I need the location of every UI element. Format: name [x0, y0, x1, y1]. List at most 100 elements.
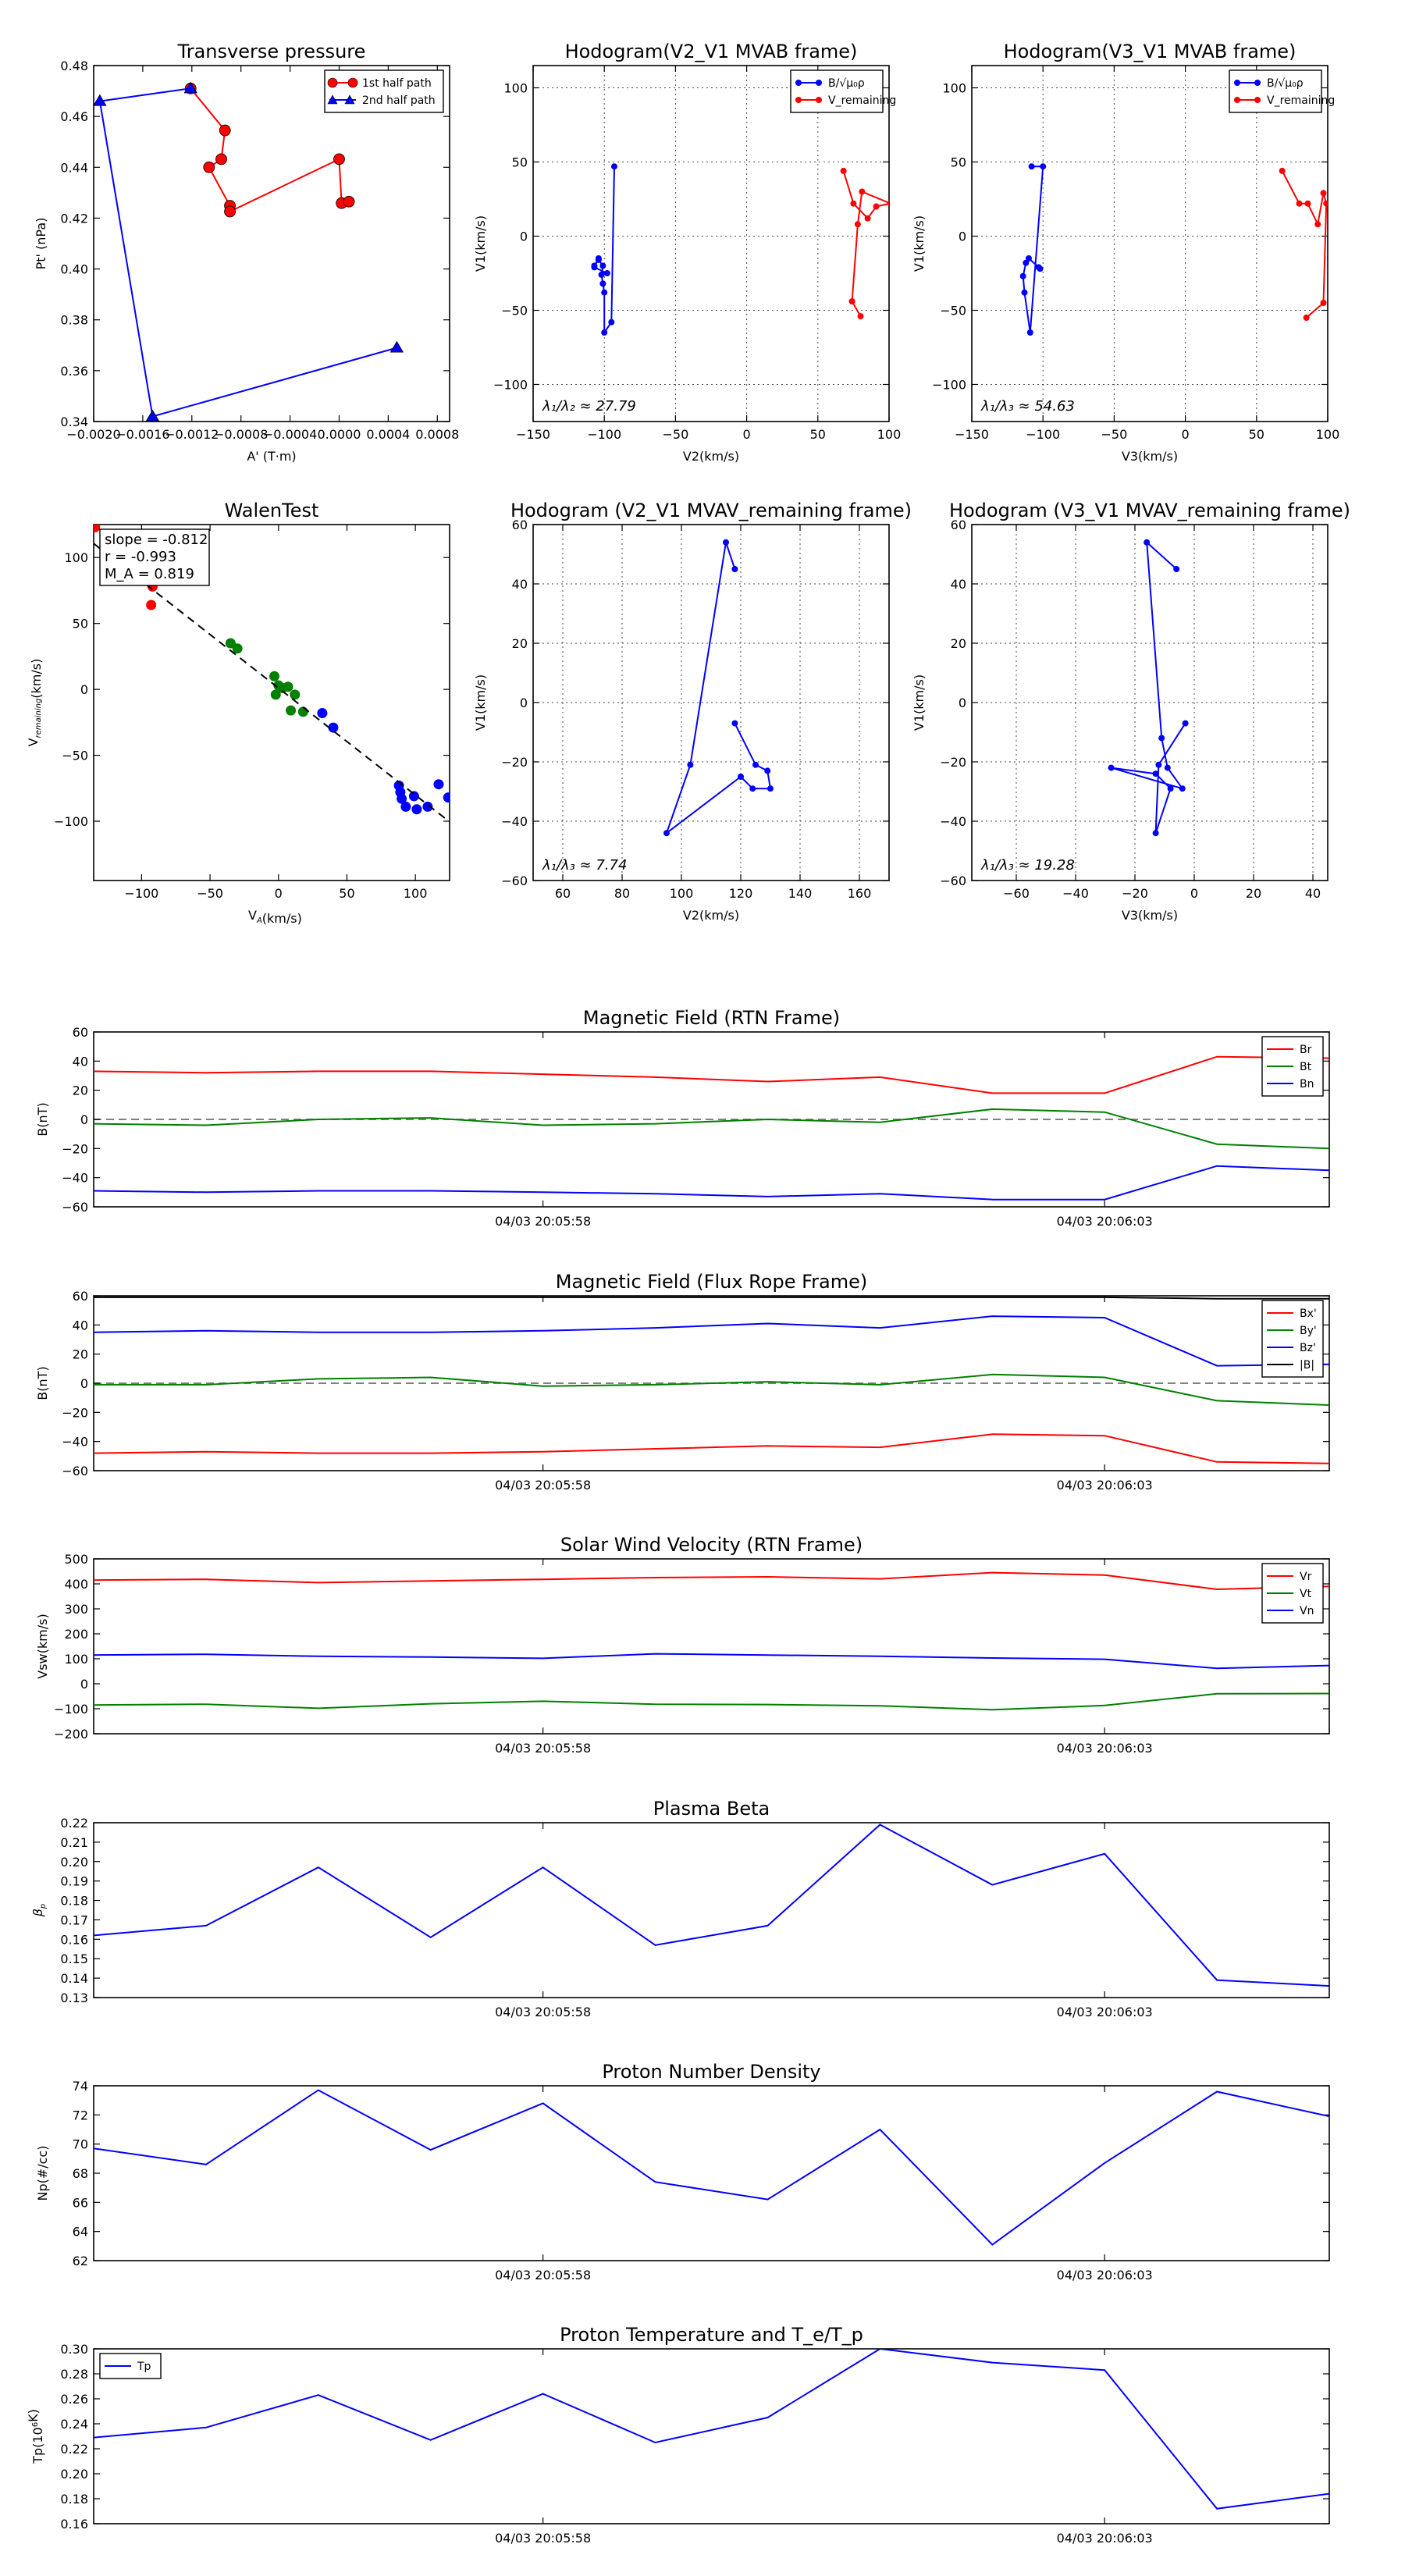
x-axis-label: A' (T·m) — [247, 449, 296, 464]
x-tick-label: 120 — [729, 886, 753, 901]
y-tick-label: 0.16 — [60, 1932, 88, 1947]
legend-label: Bz' — [1300, 1342, 1316, 1354]
y-tick-label: −50 — [62, 749, 88, 763]
plot-area — [1108, 539, 1189, 837]
y-tick-label: 0.13 — [60, 1991, 88, 2005]
data-point — [1314, 221, 1321, 228]
data-point — [848, 298, 855, 305]
time-tick-label: 04/03 20:06:03 — [1057, 2268, 1153, 2282]
x-axis-label: V3(km/s) — [1122, 908, 1178, 923]
data-point — [1179, 785, 1186, 792]
y-tick-label: 20 — [951, 636, 966, 651]
x-tick-label: −0.0004 — [263, 427, 317, 442]
series-line-tp — [94, 2349, 1329, 2510]
data-point — [290, 689, 301, 700]
data-point — [1155, 761, 1162, 768]
legend-marker — [816, 97, 822, 103]
series-line-bx- — [94, 1433, 1329, 1464]
data-point — [269, 671, 280, 681]
annotation-text: λ₁/λ₃ ≈ 7.74 — [542, 857, 627, 873]
solar-wind-velocity-chart: Solar Wind Velocity (RTN Frame) −200 −100 0… — [35, 1534, 1330, 1756]
x-tick-label: −60 — [1003, 886, 1030, 901]
y-tick-label: 0 — [520, 229, 528, 244]
x-tick-label: −40 — [1062, 886, 1089, 901]
x-tick-label: 0.0008 — [415, 427, 459, 442]
data-point — [389, 340, 404, 353]
data-point — [595, 255, 602, 262]
y-tick-label: 40 — [73, 1054, 88, 1069]
hodogram-v3-v1-mvab-chart: Hodogram(V3_V1 MVAB frame) −100 −50 0 50 100 −… — [912, 41, 1339, 464]
data-point — [1021, 289, 1028, 296]
axes-frame — [93, 65, 450, 422]
data-point — [328, 722, 339, 733]
y-tick-label: 0.46 — [60, 109, 88, 124]
x-tick-label: −20 — [1122, 886, 1148, 901]
data-point — [343, 195, 355, 208]
data-point — [764, 767, 771, 774]
x-tick-label: −50 — [663, 427, 689, 442]
y-tick-label: 100 — [942, 81, 966, 96]
legend-label: Bn — [1300, 1078, 1314, 1091]
proton-number-density-chart: Proton Number Density 62 64 66 68 70 72 74 04/03… — [35, 2061, 1330, 2282]
y-tick-label: 0 — [520, 696, 528, 710]
annotation-text: λ₁/λ₃ ≈ 19.28 — [980, 857, 1075, 873]
data-point — [286, 705, 297, 716]
x-tick-label: 0 — [1182, 427, 1190, 442]
data-point — [443, 792, 450, 803]
legend-box — [790, 69, 884, 113]
legend-label: 2nd half path — [362, 94, 436, 107]
x-tick-label: 100 — [670, 886, 694, 901]
x-tick-label: −50 — [1101, 427, 1128, 442]
legend-marker — [1234, 97, 1240, 103]
legend-box — [324, 69, 444, 113]
y-tick-label: 0.34 — [60, 415, 88, 429]
x-tick-label: −150 — [955, 427, 989, 442]
time-tick-label: 04/03 20:05:58 — [495, 1214, 591, 1229]
x-tick-label: −50 — [197, 886, 223, 901]
y-tick-label: 400 — [64, 1577, 88, 1592]
data-point — [1167, 785, 1174, 792]
x-tick-label: 0 — [743, 427, 751, 442]
y-tick-label: 50 — [951, 155, 966, 170]
data-point — [411, 804, 422, 815]
data-point — [887, 201, 889, 207]
y-axis-label: V1(km/s) — [912, 674, 927, 731]
plot-area — [94, 1823, 1329, 1987]
hodogram-v2-v1-mvav-chart: Hodogram (V2_V1 MVAV_remaining frame) −60… — [473, 500, 912, 923]
data-point — [864, 215, 871, 222]
y-tick-label: −200 — [54, 1727, 88, 1742]
axes-frame — [93, 1822, 1330, 1998]
y-tick-label: −20 — [62, 1405, 88, 1420]
y-tick-label: 500 — [64, 1552, 88, 1567]
data-point — [738, 774, 744, 780]
y-tick-label: 0.28 — [60, 2367, 88, 2382]
y-tick-label: 50 — [512, 155, 528, 170]
x-tick-label: 80 — [614, 886, 630, 901]
data-point — [1152, 770, 1159, 777]
legend-label: |B| — [1300, 1359, 1314, 1372]
y-tick-label: 0 — [80, 1112, 88, 1127]
data-point — [1158, 735, 1165, 742]
y-axis-label: Vremaining(km/s) — [26, 659, 44, 747]
data-point — [723, 539, 729, 546]
data-point — [599, 262, 606, 269]
y-tick-label: 0.21 — [60, 1835, 88, 1850]
data-point — [183, 81, 197, 94]
annotation-text: r = -0.993 — [105, 549, 176, 565]
y-tick-label: 100 — [503, 81, 528, 96]
legend-marker — [1254, 97, 1261, 103]
data-point — [1279, 167, 1286, 174]
data-point — [1164, 764, 1171, 771]
legend-marker — [347, 77, 358, 88]
y-tick-label: −40 — [62, 1435, 88, 1450]
y-tick-label: 0.17 — [60, 1912, 88, 1927]
data-point — [603, 270, 610, 276]
series-line-bn — [94, 1165, 1329, 1201]
time-tick-label: 04/03 20:05:58 — [495, 1741, 591, 1756]
y-tick-label: 20 — [73, 1083, 88, 1098]
plot-area — [94, 2089, 1329, 2246]
data-point — [1023, 259, 1030, 266]
hodogram-v3-v1-mvav-chart: Hodogram (V3_V1 MVAV_remaining frame) −60… — [912, 500, 1350, 923]
y-tick-label: 0.30 — [60, 2342, 88, 2357]
y-tick-label: 40 — [951, 577, 966, 592]
